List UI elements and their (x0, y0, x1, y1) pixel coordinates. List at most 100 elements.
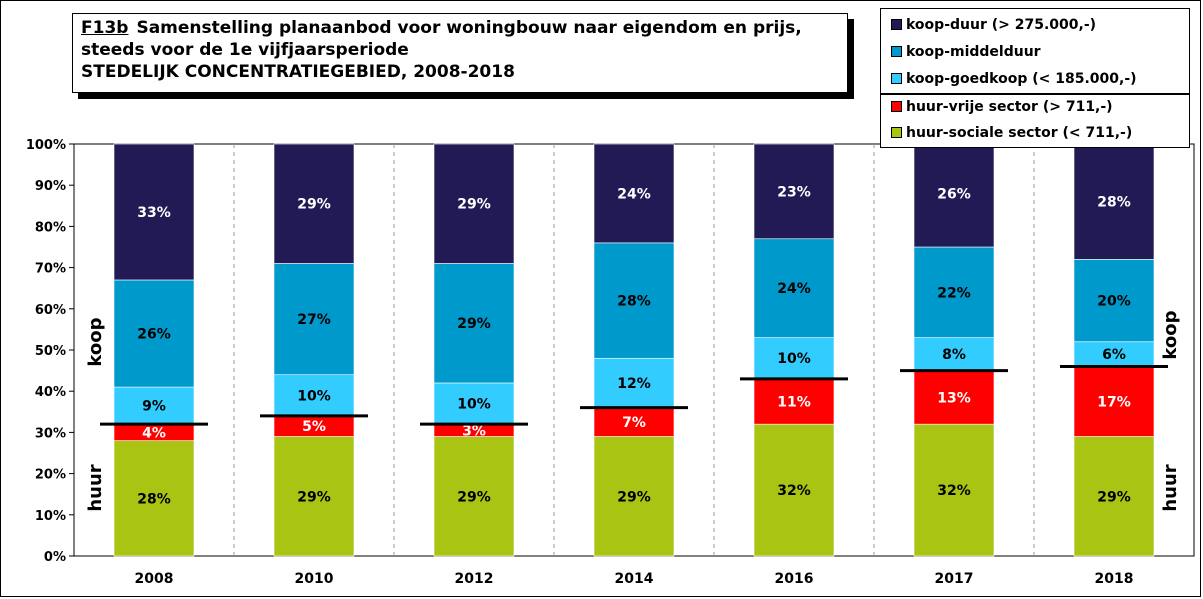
data-label: 12% (617, 376, 651, 392)
data-label: 6% (1102, 347, 1126, 363)
side-label-koop-right-left: koop (85, 317, 106, 366)
y-tick-label: 50% (35, 344, 66, 359)
data-label: 28% (1097, 195, 1131, 211)
data-label: 29% (297, 197, 331, 213)
y-tick-label: 10% (35, 509, 66, 524)
legend-label: huur-sociale sector (< 711,-) (906, 125, 1133, 141)
y-tick-label: 90% (35, 179, 66, 194)
y-tick-label: 30% (35, 426, 66, 441)
data-label: 26% (137, 327, 171, 343)
data-label: 3% (462, 423, 486, 439)
legend-label: koop-goedkoop (< 185.000,-) (906, 71, 1137, 87)
chart-title-line-2: steeds voor de 1e vijfjaarsperiode (81, 40, 409, 60)
bar-segment (113, 143, 195, 281)
x-tick-label: 2010 (295, 571, 334, 587)
data-label: 7% (622, 415, 646, 431)
data-label: 11% (777, 395, 811, 411)
legend-item-huur-sociale-sector: huur-sociale sector (< 711,-) (891, 123, 1132, 143)
bar-segment (593, 436, 675, 557)
x-tick-label: 2017 (935, 571, 974, 587)
data-label: 17% (1097, 395, 1131, 411)
x-tick-label: 2008 (135, 571, 174, 587)
data-label: 4% (142, 425, 166, 441)
bar-segment (913, 337, 995, 371)
bar-segment (593, 143, 675, 244)
data-label: 10% (777, 351, 811, 367)
legend: koop-duur (> 275.000,-) koop-middelduur … (880, 8, 1190, 148)
data-label: 32% (937, 483, 971, 499)
y-tick-label: 70% (35, 262, 66, 277)
y-tick-label: 100% (26, 138, 66, 153)
x-tick-label: 2014 (615, 571, 654, 587)
bar-segment (273, 374, 355, 417)
bar-segment (1073, 366, 1155, 437)
bar-segment (1073, 341, 1155, 367)
x-tick-label: 2018 (1095, 571, 1134, 587)
data-label: 29% (457, 197, 491, 213)
bar-segment (273, 263, 355, 376)
y-tick-label: 60% (35, 303, 66, 318)
y-tick-label: 80% (35, 220, 66, 235)
legend-label: koop-duur (> 275.000,-) (906, 17, 1097, 33)
chart-title-line-1: F13b Samenstelling planaanbod voor woning… (81, 17, 839, 39)
legend-separator (881, 93, 1189, 95)
data-label: 24% (617, 186, 651, 202)
side-label-koop-right: koop (1160, 310, 1181, 359)
y-tick-label: 40% (35, 385, 66, 400)
data-label: 29% (457, 489, 491, 505)
bar-segment (1073, 436, 1155, 557)
data-label: 8% (942, 347, 966, 363)
data-label: 26% (937, 186, 971, 202)
data-label: 29% (297, 489, 331, 505)
legend-swatch (891, 126, 902, 138)
data-label: 29% (1097, 489, 1131, 505)
legend-swatch (891, 72, 902, 84)
bar-segment (433, 436, 515, 557)
legend-swatch (891, 45, 902, 57)
data-label: 33% (137, 205, 171, 221)
data-label: 24% (777, 281, 811, 297)
data-label: 13% (937, 390, 971, 406)
bar-segment (913, 139, 995, 248)
data-label: 10% (297, 388, 331, 404)
bar-segment (113, 440, 195, 557)
bar-segment (913, 423, 995, 557)
side-label-huur-left: huur (85, 464, 106, 511)
data-label: 29% (457, 316, 491, 332)
legend-label: koop-middelduur (906, 44, 1041, 60)
x-tick-label: 2012 (455, 571, 494, 587)
data-label: 5% (302, 419, 326, 435)
bar-segment (593, 407, 675, 437)
data-label: 32% (777, 483, 811, 499)
data-label: 10% (457, 397, 491, 413)
chart-title-box: F13b Samenstelling planaanbod voor woning… (72, 13, 848, 93)
legend-label: huur-vrije sector (> 711,-) (906, 99, 1113, 115)
legend-item-koop-goedkoop: koop-goedkoop (< 185.000,-) (891, 69, 1137, 89)
bar-segment (753, 423, 835, 557)
legend-swatch (891, 100, 902, 112)
chart-title-line-3: STEDELIJK CONCENTRATIEGEBIED, 2008-2018 (81, 62, 515, 82)
data-label: 20% (1097, 294, 1131, 310)
bar-segment (753, 337, 835, 380)
y-tick-label: 20% (35, 468, 66, 483)
bar-segment (1073, 143, 1155, 260)
legend-item-koop-duur: koop-duur (> 275.000,-) (891, 15, 1096, 35)
data-label: 29% (617, 489, 651, 505)
data-label: 22% (937, 285, 971, 301)
bar-segment (753, 238, 835, 338)
bar-segment (273, 143, 355, 264)
x-tick-label: 2016 (775, 571, 814, 587)
data-label: 28% (137, 491, 171, 507)
data-label: 9% (142, 399, 166, 415)
chart-title-text: Samenstelling planaanbod voor woningbouw… (136, 18, 802, 38)
bar-segment (433, 263, 515, 384)
bar-segment (433, 143, 515, 264)
legend-item-koop-middelduur: koop-middelduur (891, 42, 1041, 62)
legend-swatch (891, 18, 902, 30)
bar-segment (753, 143, 835, 240)
chart-title-code: F13b (81, 18, 129, 38)
bar-segment (913, 370, 995, 425)
data-label: 23% (777, 184, 811, 200)
